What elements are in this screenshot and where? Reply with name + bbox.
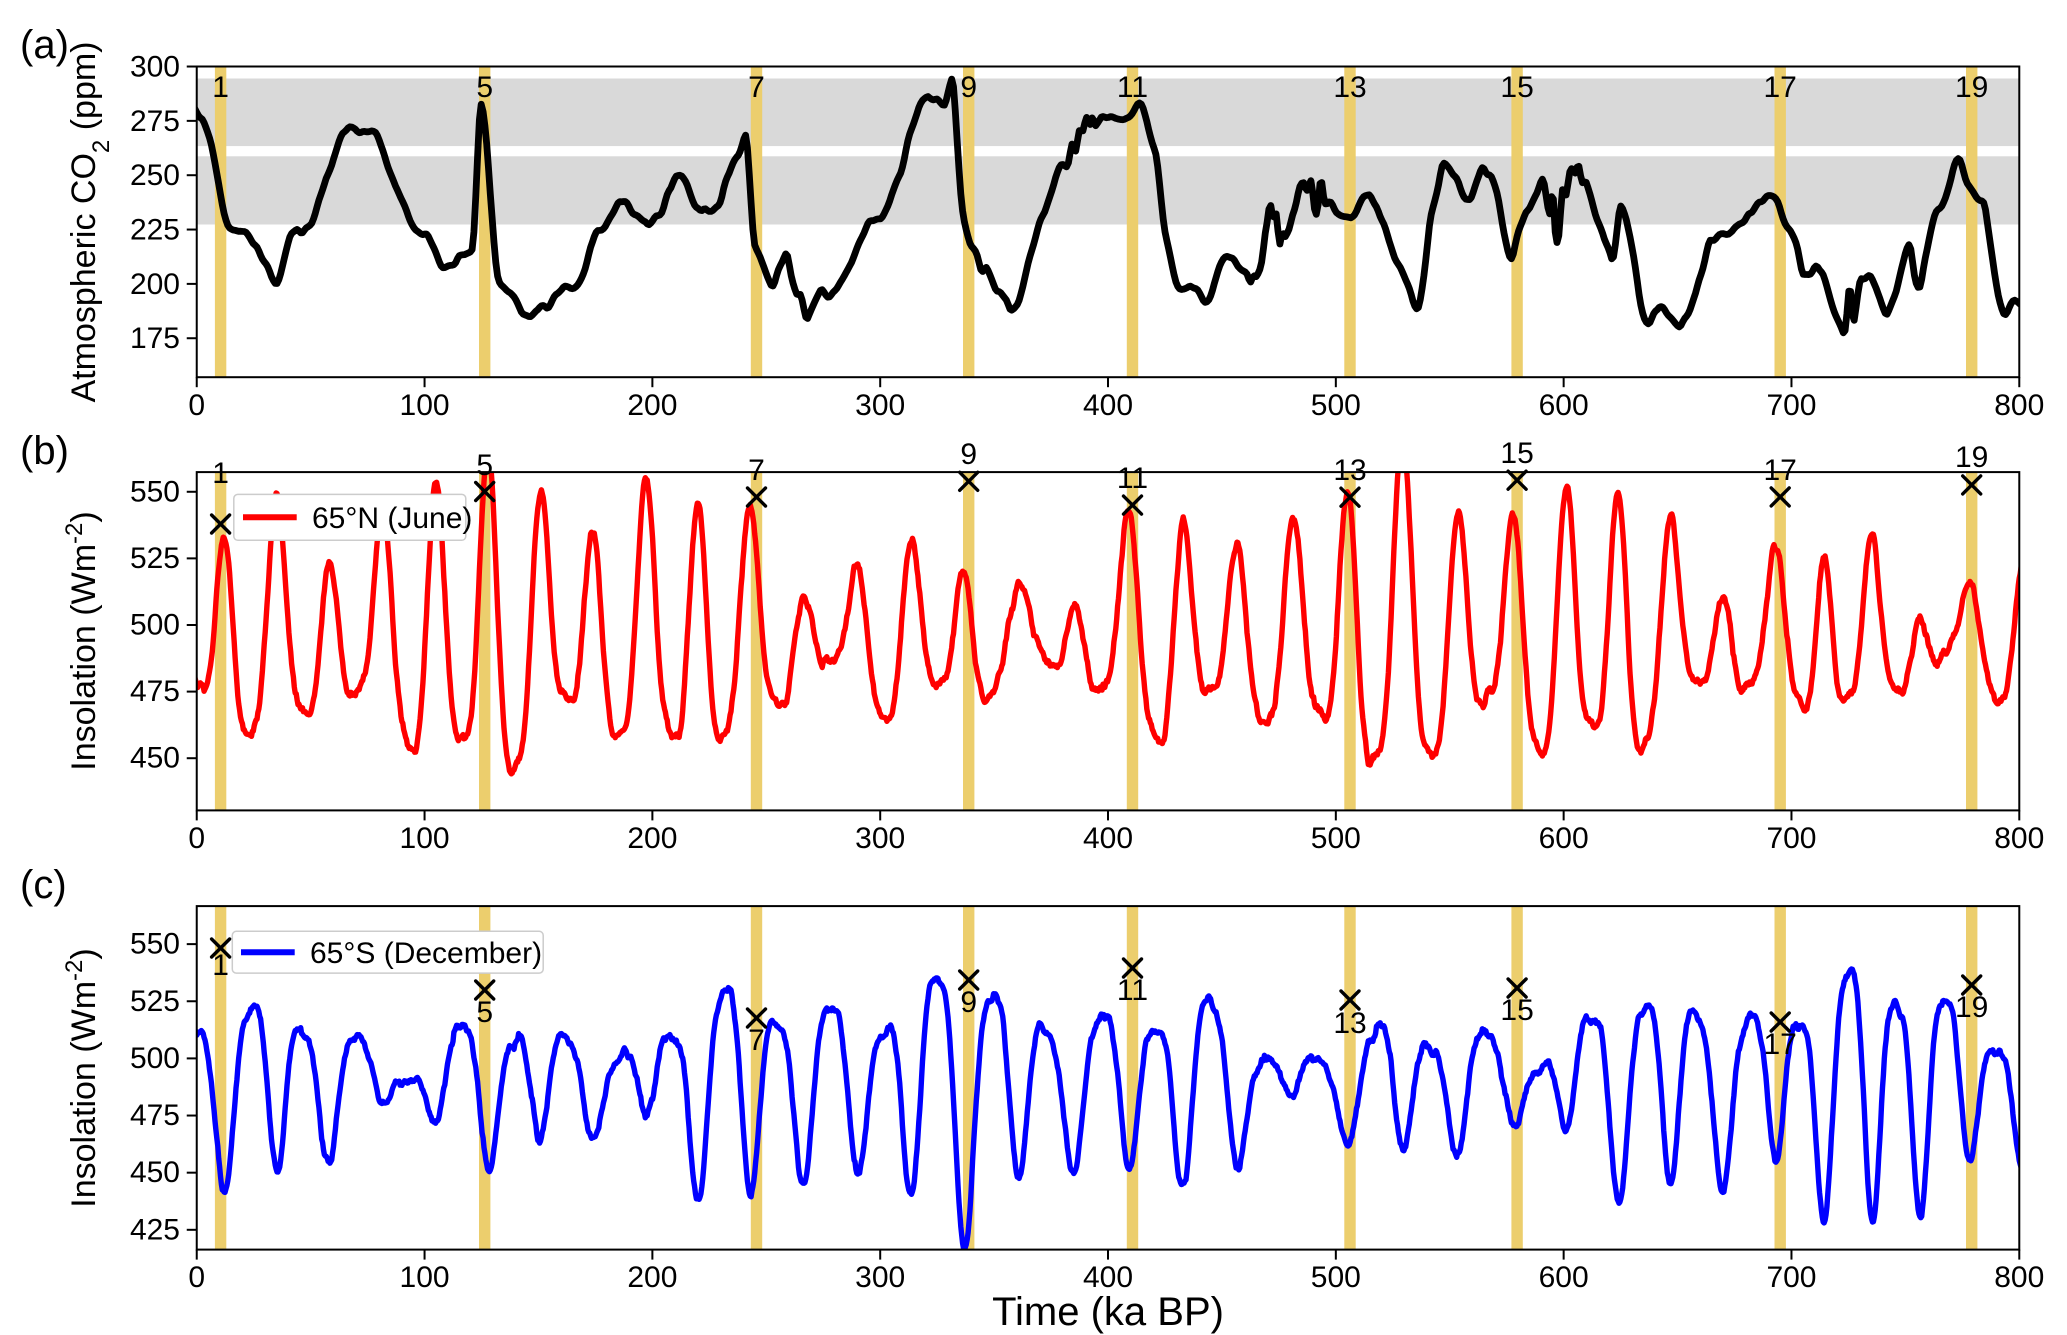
svg-text:15: 15 [1500, 437, 1533, 470]
svg-text:1: 1 [212, 457, 229, 490]
svg-text:400: 400 [1083, 389, 1133, 422]
svg-text:200: 200 [627, 822, 677, 855]
svg-text:550: 550 [130, 928, 180, 961]
svg-text:11: 11 [1117, 974, 1148, 1007]
svg-text:19: 19 [1955, 991, 1988, 1024]
svg-text:200: 200 [130, 268, 180, 301]
svg-text:5: 5 [476, 996, 493, 1029]
svg-text:1: 1 [212, 949, 229, 982]
svg-text:13: 13 [1333, 454, 1366, 487]
svg-text:475: 475 [130, 675, 180, 708]
svg-text:800: 800 [1994, 1261, 2044, 1294]
svg-text:9: 9 [960, 438, 977, 471]
svg-text:15: 15 [1500, 71, 1533, 104]
svg-text:Insolation (Wm-2): Insolation (Wm-2) [61, 948, 104, 1207]
svg-text:100: 100 [400, 389, 450, 422]
svg-text:100: 100 [400, 1261, 450, 1294]
svg-text:800: 800 [1994, 822, 2044, 855]
svg-text:9: 9 [960, 71, 977, 104]
svg-text:175: 175 [130, 322, 180, 355]
svg-text:600: 600 [1539, 389, 1589, 422]
svg-text:200: 200 [627, 389, 677, 422]
svg-text:525: 525 [130, 985, 180, 1018]
svg-text:450: 450 [130, 1156, 180, 1189]
svg-text:15: 15 [1500, 994, 1533, 1027]
svg-text:9: 9 [960, 986, 977, 1019]
svg-text:13: 13 [1333, 1007, 1366, 1040]
svg-text:300: 300 [130, 51, 180, 84]
svg-text:500: 500 [1311, 1261, 1361, 1294]
svg-text:(a): (a) [20, 23, 69, 67]
svg-text:11: 11 [1117, 462, 1148, 495]
svg-text:(b): (b) [20, 429, 69, 473]
svg-text:0: 0 [188, 389, 205, 422]
svg-text:525: 525 [130, 542, 180, 575]
svg-text:700: 700 [1766, 389, 1816, 422]
svg-text:450: 450 [130, 742, 180, 775]
svg-text:500: 500 [130, 609, 180, 642]
svg-text:17: 17 [1764, 71, 1797, 104]
svg-text:425: 425 [130, 1213, 180, 1246]
svg-text:400: 400 [1083, 822, 1133, 855]
svg-text:11: 11 [1117, 71, 1148, 104]
svg-text:300: 300 [855, 389, 905, 422]
svg-text:700: 700 [1766, 1261, 1816, 1294]
svg-text:500: 500 [1311, 389, 1361, 422]
svg-text:300: 300 [855, 822, 905, 855]
svg-text:500: 500 [130, 1042, 180, 1075]
svg-text:1: 1 [212, 71, 229, 104]
svg-text:5: 5 [476, 449, 493, 482]
svg-text:7: 7 [748, 1024, 765, 1057]
svg-text:300: 300 [855, 1261, 905, 1294]
svg-text:100: 100 [400, 822, 450, 855]
svg-text:19: 19 [1955, 71, 1988, 104]
svg-text:17: 17 [1764, 454, 1797, 487]
svg-text:7: 7 [748, 454, 765, 487]
svg-text:475: 475 [130, 1099, 180, 1132]
svg-text:275: 275 [130, 105, 180, 138]
svg-text:(c): (c) [20, 863, 67, 907]
svg-text:225: 225 [130, 214, 180, 247]
svg-text:65°N (June): 65°N (June) [312, 502, 472, 535]
svg-text:5: 5 [476, 71, 493, 104]
svg-text:Time (ka BP): Time (ka BP) [992, 1290, 1224, 1334]
svg-text:250: 250 [130, 159, 180, 192]
svg-text:200: 200 [627, 1261, 677, 1294]
svg-text:Insolation (Wm-2): Insolation (Wm-2) [61, 511, 104, 770]
svg-text:65°S (December): 65°S (December) [310, 937, 542, 970]
svg-text:800: 800 [1994, 389, 2044, 422]
svg-text:700: 700 [1766, 822, 1816, 855]
svg-text:7: 7 [748, 71, 765, 104]
svg-text:17: 17 [1764, 1028, 1797, 1061]
svg-text:600: 600 [1539, 822, 1589, 855]
svg-text:19: 19 [1955, 441, 1988, 474]
svg-text:550: 550 [130, 475, 180, 508]
svg-text:500: 500 [1311, 822, 1361, 855]
svg-text:0: 0 [188, 1261, 205, 1294]
svg-text:0: 0 [188, 822, 205, 855]
svg-text:13: 13 [1333, 71, 1366, 104]
svg-text:600: 600 [1539, 1261, 1589, 1294]
